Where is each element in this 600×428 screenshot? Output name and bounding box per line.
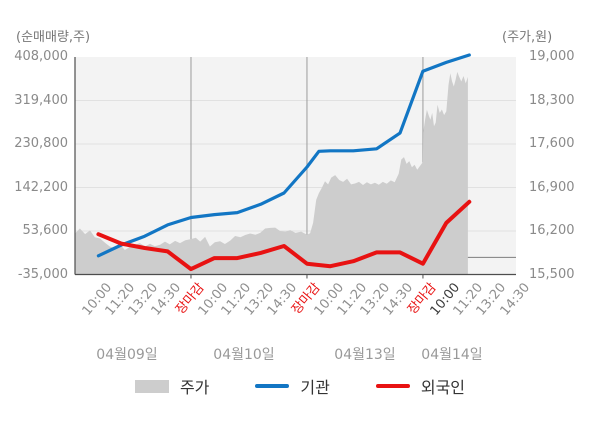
legend-swatch-icon	[255, 384, 290, 388]
x-axis-date-label: 04월14일	[421, 347, 483, 363]
right-axis-tick-value: 16,900	[529, 179, 575, 195]
right-axis-tick-value: 19,000	[529, 49, 575, 64]
left-axis-tick-value: 319,400	[14, 92, 68, 108]
legend-label: 기관	[300, 378, 330, 397]
right-axis-tick-value: 18,300	[529, 92, 575, 108]
foreigner-line-series	[96, 199, 472, 272]
institution-line-series	[96, 53, 471, 258]
x-axis-date-label: 04월09일	[96, 347, 158, 363]
legend-label: 외국인	[420, 378, 466, 397]
right-axis-tick-value: 17,600	[529, 136, 575, 151]
left-axis-tick-value: -35,000	[17, 266, 68, 282]
legend-label: 주가	[179, 378, 210, 397]
x-axis-date-label: 04월10일	[213, 347, 275, 363]
right-axis-tick-value: 16,200	[529, 223, 575, 238]
legend-item-외국인: 외국인	[375, 374, 466, 398]
left-axis-tick-value: 230,800	[14, 136, 68, 151]
legend-item-기관: 기관	[255, 374, 330, 398]
left-axis-tick-value: 408,000	[14, 49, 68, 64]
left-axis-tick-value: 142,200	[14, 179, 68, 195]
x-axis-date-label: 04월13일	[334, 347, 396, 363]
right-axis-tick-value: 15,500	[529, 266, 575, 282]
left-axis-unit-label: (순매매량,주)	[16, 30, 91, 45]
right-axis-unit-label: (주가,원)	[502, 30, 553, 45]
legend-item-주가: 주가	[134, 374, 210, 398]
chart-legend: 주가 기관 외국인	[0, 375, 600, 397]
price-area-series	[75, 71, 468, 275]
legend-swatch-icon	[134, 379, 169, 393]
legend-swatch-icon	[375, 384, 410, 388]
left-axis-tick-value: 53,600	[22, 223, 69, 238]
